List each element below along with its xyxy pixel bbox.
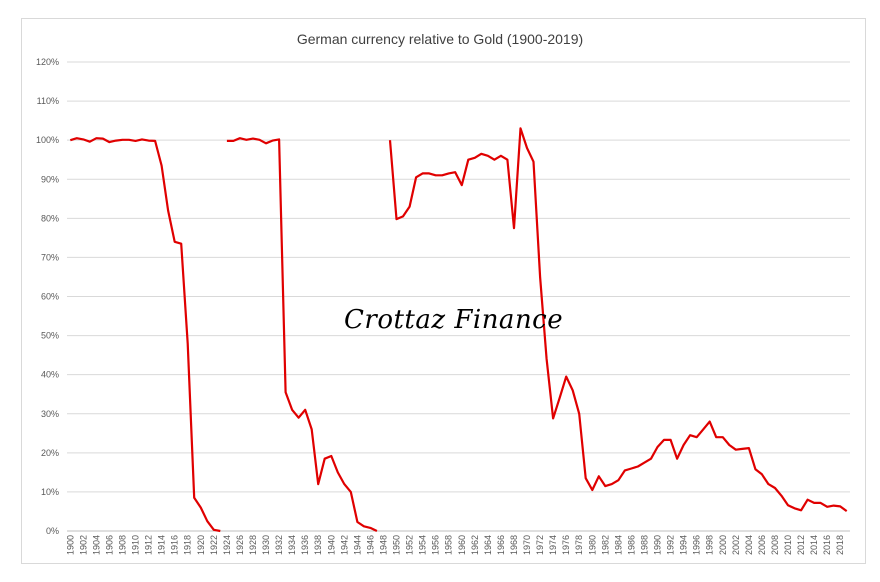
x-tick-label: 1912 (144, 535, 154, 555)
x-tick-label: 1996 (692, 535, 702, 555)
y-axis-ticks: 0% 10% 20% 30% 40% 50% 60% 70% 80% 90% 100% 110% 120… (36, 57, 59, 536)
x-tick-label: 2014 (809, 535, 819, 555)
x-tick-label: 1994 (679, 535, 689, 555)
x-tick-label: 1940 (326, 535, 336, 555)
series-line-segment-3 (388, 127, 848, 512)
y-tick-label: 30% (41, 409, 59, 419)
x-tick-label: 1954 (418, 535, 428, 555)
y-tick-label: 50% (41, 331, 59, 341)
x-tick-label: 1942 (339, 535, 349, 555)
y-tick-label: 20% (41, 448, 59, 458)
y-tick-label: 100% (36, 135, 59, 145)
x-tick-label: 1932 (274, 535, 284, 555)
x-tick-label: 1968 (509, 535, 519, 555)
x-tick-label: 1970 (522, 535, 532, 555)
x-tick-label: 2010 (783, 535, 793, 555)
x-tick-label: 1950 (392, 535, 402, 555)
x-tick-label: 1960 (457, 535, 467, 555)
x-tick-label: 2008 (770, 535, 780, 555)
x-tick-label: 2012 (796, 535, 806, 555)
x-tick-label: 1902 (78, 535, 88, 555)
y-tick-label: 10% (41, 487, 59, 497)
x-tick-label: 1956 (431, 535, 441, 555)
y-tick-label: 70% (41, 252, 59, 262)
x-tick-label: 1998 (705, 535, 715, 555)
x-tick-label: 1964 (483, 535, 493, 555)
x-tick-label: 1990 (653, 535, 663, 555)
x-tick-label: 2004 (744, 535, 754, 555)
x-tick-label: 1948 (378, 535, 388, 555)
x-axis-ticks: 1900 1902 1904 1906 1908 1910 1912 1914 1916 1918… (65, 535, 845, 555)
x-tick-label: 1946 (365, 535, 375, 555)
watermark-logo: Crottaz Finance (344, 305, 564, 335)
x-tick-label: 1936 (300, 535, 310, 555)
x-tick-label: 1944 (352, 535, 362, 555)
x-tick-label: 1900 (65, 535, 75, 555)
x-tick-label: 1904 (91, 535, 101, 555)
x-tick-label: 1972 (535, 535, 545, 555)
y-tick-label: 0% (46, 526, 59, 536)
chart-frame (21, 18, 866, 564)
x-tick-label: 1982 (600, 535, 610, 555)
x-tick-label: 1934 (287, 535, 297, 555)
x-tick-label: 1906 (104, 535, 114, 555)
x-tick-label: 1926 (235, 535, 245, 555)
x-tick-label: 1914 (157, 535, 167, 555)
x-tick-label: 1908 (117, 535, 127, 555)
x-tick-label: 1986 (626, 535, 636, 555)
x-tick-label: 2016 (822, 535, 832, 555)
series-line-segment-2 (226, 137, 378, 532)
x-tick-label: 1930 (261, 535, 271, 555)
y-tick-label: 80% (41, 213, 59, 223)
x-tick-label: 1910 (131, 535, 141, 555)
x-tick-label: 1992 (666, 535, 676, 555)
chart-title: German currency relative to Gold (1900-2… (296, 31, 584, 47)
x-tick-label: 1962 (470, 535, 480, 555)
x-tick-label: 2006 (757, 535, 767, 555)
x-tick-label: 1966 (496, 535, 506, 555)
y-tick-label: 60% (41, 292, 59, 302)
x-tick-label: 1952 (405, 535, 415, 555)
x-tick-label: 1958 (444, 535, 454, 555)
x-tick-label: 1928 (248, 535, 258, 555)
y-tick-label: 120% (36, 57, 59, 67)
x-tick-label: 1916 (170, 535, 180, 555)
series-line-segment-1 (69, 137, 221, 533)
x-tick-label: 1924 (222, 535, 232, 555)
y-tick-label: 110% (37, 96, 59, 106)
x-tick-label: 1920 (196, 535, 206, 555)
x-tick-label: 1922 (209, 535, 219, 555)
x-tick-label: 1938 (313, 535, 323, 555)
y-tick-label: 90% (41, 174, 59, 184)
y-tick-label: 40% (41, 370, 59, 380)
x-tick-label: 2000 (718, 535, 728, 555)
x-tick-label: 1978 (574, 535, 584, 555)
series-lines (69, 127, 848, 533)
x-tick-label: 1918 (183, 535, 193, 555)
x-tick-label: 1974 (548, 535, 558, 555)
x-tick-label: 1984 (613, 535, 623, 555)
x-tick-label: 1980 (587, 535, 597, 555)
x-tick-label: 2002 (731, 535, 741, 555)
x-tick-label: 1976 (561, 535, 571, 555)
x-tick-label: 1988 (639, 535, 649, 555)
x-tick-label: 2018 (835, 535, 845, 555)
